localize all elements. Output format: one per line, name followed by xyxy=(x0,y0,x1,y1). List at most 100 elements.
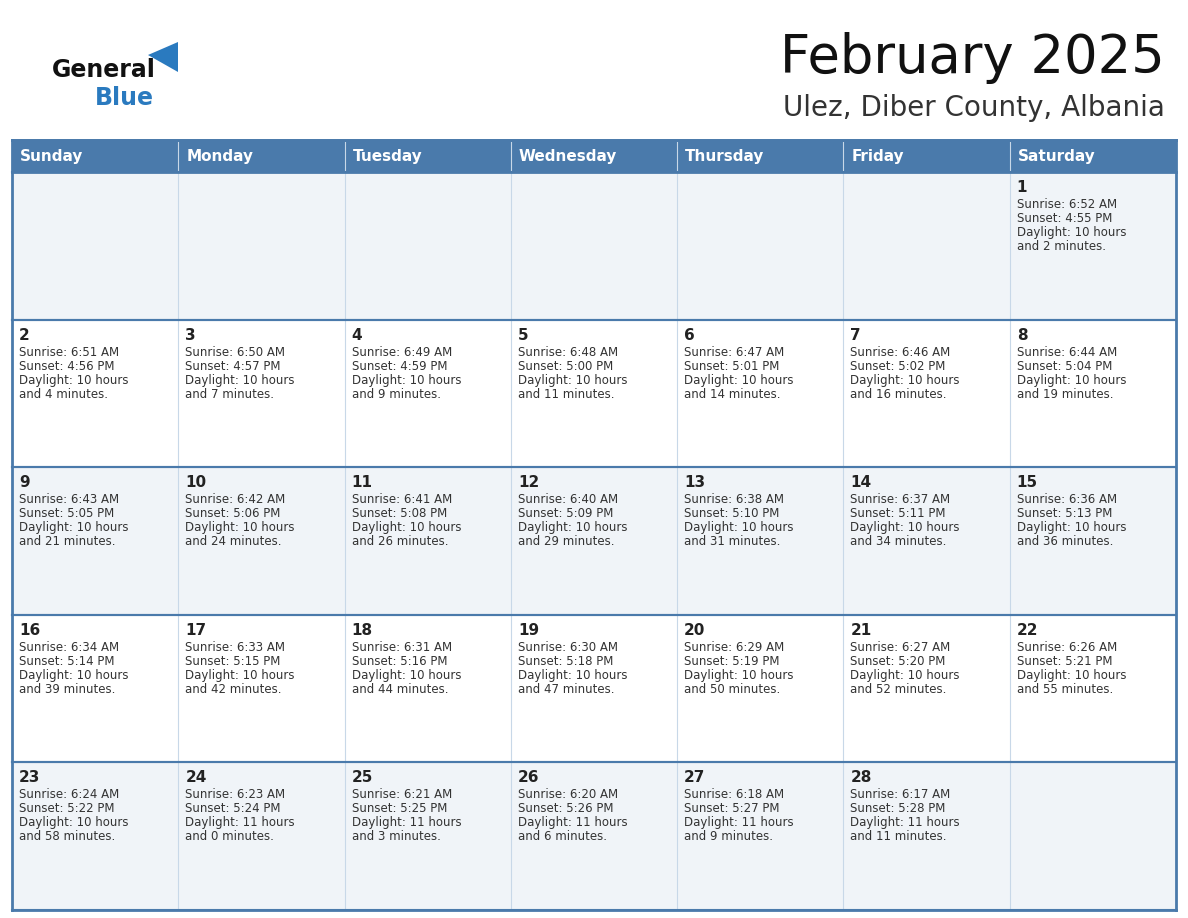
Text: Sunrise: 6:23 AM: Sunrise: 6:23 AM xyxy=(185,789,285,801)
Text: 11: 11 xyxy=(352,476,373,490)
Text: Sunrise: 6:30 AM: Sunrise: 6:30 AM xyxy=(518,641,618,654)
Text: 8: 8 xyxy=(1017,328,1028,342)
Text: and 50 minutes.: and 50 minutes. xyxy=(684,683,781,696)
Text: Daylight: 10 hours: Daylight: 10 hours xyxy=(19,374,128,386)
Text: Sunset: 5:25 PM: Sunset: 5:25 PM xyxy=(352,802,447,815)
Text: 3: 3 xyxy=(185,328,196,342)
Bar xyxy=(12,172,1176,319)
Text: Sunrise: 6:41 AM: Sunrise: 6:41 AM xyxy=(352,493,451,506)
Text: Sunset: 5:05 PM: Sunset: 5:05 PM xyxy=(19,508,114,521)
Text: Daylight: 10 hours: Daylight: 10 hours xyxy=(1017,374,1126,386)
Text: Daylight: 10 hours: Daylight: 10 hours xyxy=(1017,669,1126,682)
Text: Sunset: 5:28 PM: Sunset: 5:28 PM xyxy=(851,802,946,815)
Bar xyxy=(12,615,1176,763)
Text: Sunset: 5:18 PM: Sunset: 5:18 PM xyxy=(518,655,613,667)
Text: 9: 9 xyxy=(19,476,30,490)
Text: 23: 23 xyxy=(19,770,40,786)
Text: and 36 minutes.: and 36 minutes. xyxy=(1017,535,1113,548)
Text: Sunrise: 6:50 AM: Sunrise: 6:50 AM xyxy=(185,345,285,359)
Text: Daylight: 10 hours: Daylight: 10 hours xyxy=(1017,226,1126,239)
Text: Daylight: 10 hours: Daylight: 10 hours xyxy=(518,521,627,534)
Text: 17: 17 xyxy=(185,622,207,638)
Text: 16: 16 xyxy=(19,622,40,638)
Text: Friday: Friday xyxy=(852,149,904,163)
Text: Daylight: 10 hours: Daylight: 10 hours xyxy=(518,669,627,682)
Text: and 11 minutes.: and 11 minutes. xyxy=(851,831,947,844)
Text: Sunrise: 6:31 AM: Sunrise: 6:31 AM xyxy=(352,641,451,654)
Text: Daylight: 10 hours: Daylight: 10 hours xyxy=(352,521,461,534)
Text: Sunset: 5:20 PM: Sunset: 5:20 PM xyxy=(851,655,946,667)
Bar xyxy=(12,319,1176,467)
Text: Daylight: 11 hours: Daylight: 11 hours xyxy=(851,816,960,829)
Text: Sunset: 5:01 PM: Sunset: 5:01 PM xyxy=(684,360,779,373)
Text: Thursday: Thursday xyxy=(685,149,765,163)
Text: General: General xyxy=(52,58,156,82)
Text: Sunrise: 6:40 AM: Sunrise: 6:40 AM xyxy=(518,493,618,506)
Text: and 7 minutes.: and 7 minutes. xyxy=(185,387,274,400)
Text: Sunrise: 6:37 AM: Sunrise: 6:37 AM xyxy=(851,493,950,506)
Text: 15: 15 xyxy=(1017,476,1038,490)
Text: 1: 1 xyxy=(1017,180,1028,195)
Text: Sunset: 4:59 PM: Sunset: 4:59 PM xyxy=(352,360,447,373)
Text: Sunset: 5:02 PM: Sunset: 5:02 PM xyxy=(851,360,946,373)
Text: Sunrise: 6:42 AM: Sunrise: 6:42 AM xyxy=(185,493,285,506)
Text: February 2025: February 2025 xyxy=(781,32,1165,84)
Text: and 44 minutes.: and 44 minutes. xyxy=(352,683,448,696)
Text: and 4 minutes.: and 4 minutes. xyxy=(19,387,108,400)
Text: and 21 minutes.: and 21 minutes. xyxy=(19,535,115,548)
Text: Wednesday: Wednesday xyxy=(519,149,618,163)
Polygon shape xyxy=(148,42,178,72)
Text: and 2 minutes.: and 2 minutes. xyxy=(1017,240,1106,253)
Text: Daylight: 10 hours: Daylight: 10 hours xyxy=(19,669,128,682)
Text: Sunrise: 6:38 AM: Sunrise: 6:38 AM xyxy=(684,493,784,506)
Text: Sunset: 5:14 PM: Sunset: 5:14 PM xyxy=(19,655,114,667)
Text: Sunrise: 6:33 AM: Sunrise: 6:33 AM xyxy=(185,641,285,654)
Text: Daylight: 11 hours: Daylight: 11 hours xyxy=(518,816,627,829)
Text: 10: 10 xyxy=(185,476,207,490)
Text: Sunset: 5:24 PM: Sunset: 5:24 PM xyxy=(185,802,280,815)
Text: and 42 minutes.: and 42 minutes. xyxy=(185,683,282,696)
Text: Daylight: 10 hours: Daylight: 10 hours xyxy=(185,521,295,534)
Text: Sunset: 5:22 PM: Sunset: 5:22 PM xyxy=(19,802,114,815)
Text: 26: 26 xyxy=(518,770,539,786)
Text: 19: 19 xyxy=(518,622,539,638)
Bar xyxy=(511,140,677,172)
Text: Sunrise: 6:24 AM: Sunrise: 6:24 AM xyxy=(19,789,119,801)
Text: 14: 14 xyxy=(851,476,872,490)
Text: 4: 4 xyxy=(352,328,362,342)
Text: Sunrise: 6:17 AM: Sunrise: 6:17 AM xyxy=(851,789,950,801)
Text: and 6 minutes.: and 6 minutes. xyxy=(518,831,607,844)
Text: Sunset: 5:08 PM: Sunset: 5:08 PM xyxy=(352,508,447,521)
Text: and 11 minutes.: and 11 minutes. xyxy=(518,387,614,400)
Text: and 58 minutes.: and 58 minutes. xyxy=(19,831,115,844)
Text: and 14 minutes.: and 14 minutes. xyxy=(684,387,781,400)
Text: Sunrise: 6:52 AM: Sunrise: 6:52 AM xyxy=(1017,198,1117,211)
Text: Sunset: 4:55 PM: Sunset: 4:55 PM xyxy=(1017,212,1112,225)
Text: Daylight: 10 hours: Daylight: 10 hours xyxy=(19,521,128,534)
Text: Sunset: 5:27 PM: Sunset: 5:27 PM xyxy=(684,802,779,815)
Text: Sunset: 5:26 PM: Sunset: 5:26 PM xyxy=(518,802,613,815)
Bar xyxy=(12,763,1176,910)
Text: Tuesday: Tuesday xyxy=(353,149,422,163)
Text: Daylight: 10 hours: Daylight: 10 hours xyxy=(684,669,794,682)
Text: Daylight: 10 hours: Daylight: 10 hours xyxy=(684,374,794,386)
Text: and 34 minutes.: and 34 minutes. xyxy=(851,535,947,548)
Text: 2: 2 xyxy=(19,328,30,342)
Text: Sunrise: 6:20 AM: Sunrise: 6:20 AM xyxy=(518,789,618,801)
Text: Daylight: 10 hours: Daylight: 10 hours xyxy=(684,521,794,534)
Bar xyxy=(12,140,178,172)
Text: 7: 7 xyxy=(851,328,861,342)
Text: and 39 minutes.: and 39 minutes. xyxy=(19,683,115,696)
Text: Sunset: 5:04 PM: Sunset: 5:04 PM xyxy=(1017,360,1112,373)
Text: Sunrise: 6:48 AM: Sunrise: 6:48 AM xyxy=(518,345,618,359)
Text: 24: 24 xyxy=(185,770,207,786)
Text: Sunset: 5:11 PM: Sunset: 5:11 PM xyxy=(851,508,946,521)
Text: Sunrise: 6:44 AM: Sunrise: 6:44 AM xyxy=(1017,345,1117,359)
Text: Sunrise: 6:21 AM: Sunrise: 6:21 AM xyxy=(352,789,451,801)
Text: Sunset: 5:21 PM: Sunset: 5:21 PM xyxy=(1017,655,1112,667)
Text: 20: 20 xyxy=(684,622,706,638)
Text: and 24 minutes.: and 24 minutes. xyxy=(185,535,282,548)
Text: Daylight: 10 hours: Daylight: 10 hours xyxy=(1017,521,1126,534)
Text: and 19 minutes.: and 19 minutes. xyxy=(1017,387,1113,400)
Text: 6: 6 xyxy=(684,328,695,342)
